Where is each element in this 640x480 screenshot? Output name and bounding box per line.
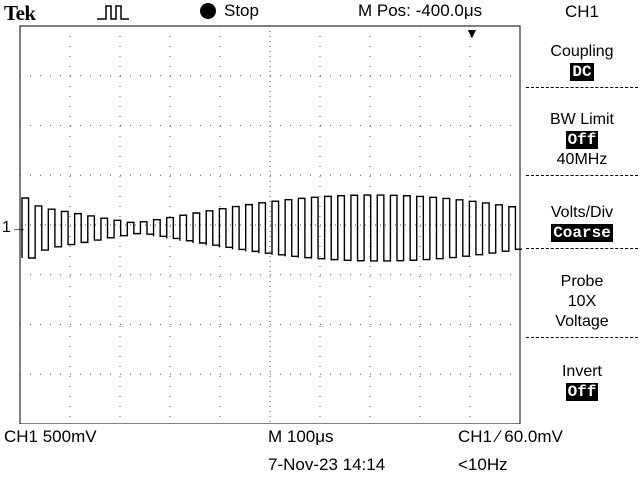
coupling-value: DC [570,63,594,81]
ch1-waveform-trace [21,194,522,262]
ch1-menu: CH1 Coupling DC BW Limit Off 40MHz Volts… [524,0,640,424]
acquisition-state: Stop [224,1,259,20]
date-time-readout: 7-Nov-23 14:14 [268,455,386,474]
coupling-label: Coupling [550,43,614,60]
volts-div-menu-button[interactable]: Volts/Div Coarse [526,203,638,249]
invert-menu-button[interactable]: Invert Off [530,362,634,402]
brand-logo: Tek [4,1,36,25]
timebase-readout: M 100μs [268,427,334,446]
trigger-type-icon [97,5,129,20]
ch1-scale-readout: CH1 500mV [4,427,97,446]
channel-1-ground-marker: 1→ [2,219,27,236]
probe-type: Voltage [555,313,609,330]
invert-label: Invert [561,363,602,380]
trigger-readout: CH1 ∕ 60.0mV [458,427,563,446]
acquisition-state-icon [200,3,216,19]
volts-div-label: Volts/Div [550,204,614,221]
bw-limit-label: BW Limit [550,111,614,128]
probe-menu-button[interactable]: Probe 10X Voltage [526,272,638,338]
probe-attenuation: 10X [567,293,597,310]
header-bar: Tek Stop M Pos: -400.0μs ▼ [0,0,640,40]
waveform-display [19,25,522,424]
probe-label: Probe [560,273,604,290]
trigger-position-icon: ▼ [465,25,479,41]
volts-div-value: Coarse [551,224,613,242]
frequency-readout: <10Hz [458,455,508,474]
invert-value: Off [565,383,599,401]
bw-limit-value: Off [565,131,599,149]
bw-limit-menu-button[interactable]: BW Limit Off 40MHz [526,110,638,176]
horizontal-position-readout: M Pos: -400.0μs [358,1,483,20]
coupling-menu-button[interactable]: Coupling DC [526,42,638,88]
menu-title: CH1 [564,2,599,21]
bw-limit-frequency: 40MHz [556,151,608,168]
